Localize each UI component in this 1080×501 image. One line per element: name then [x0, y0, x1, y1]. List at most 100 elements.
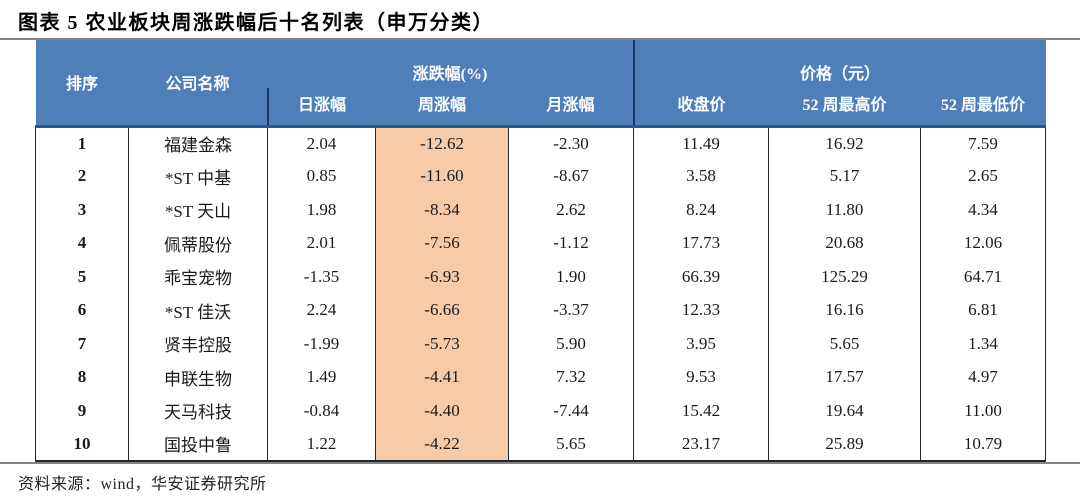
- stock-table: 排序 公司名称 涨跌幅(%) 价格（元） 日涨幅 周涨幅 月涨幅 收盘价 52 …: [35, 40, 1047, 462]
- table-row: 1 福建金森 2.04 -12.62 -2.30 11.49 16.92 7.59: [35, 126, 1047, 160]
- rank-cell: 7: [35, 327, 129, 361]
- header-company: 公司名称: [128, 40, 268, 126]
- low-52w-price-cell: 4.34: [920, 193, 1047, 227]
- close-price-cell: 11.49: [633, 126, 769, 160]
- weekly-change-cell: -6.93: [375, 260, 509, 294]
- rank-cell: 10: [35, 427, 129, 462]
- daily-change-cell: 1.22: [267, 427, 376, 462]
- header-close-price: 收盘价: [632, 88, 769, 126]
- close-price-cell: 3.95: [633, 327, 769, 361]
- high-52w-price-cell: 25.89: [768, 427, 921, 462]
- low-52w-price-cell: 10.79: [920, 427, 1047, 462]
- monthly-change-cell: -8.67: [507, 159, 634, 193]
- company-name-cell: 申联生物: [128, 360, 268, 394]
- monthly-change-cell: -1.12: [507, 226, 634, 260]
- close-price-cell: 17.73: [633, 226, 769, 260]
- table-row: 2 *ST 中基 0.85 -11.60 -8.67 3.58 5.17 2.65: [35, 159, 1047, 193]
- header-weekly-change: 周涨幅: [375, 88, 509, 126]
- header-daily-change: 日涨幅: [266, 88, 376, 126]
- low-52w-price-cell: 1.34: [920, 327, 1047, 361]
- header-52w-high: 52 周最高价: [768, 88, 921, 126]
- table-row: 5 乖宝宠物 -1.35 -6.93 1.90 66.39 125.29 64.71: [35, 260, 1047, 294]
- weekly-change-cell: -7.56: [375, 226, 509, 260]
- monthly-change-cell: 7.32: [507, 360, 634, 394]
- company-name-cell: *ST 佳沃: [128, 293, 268, 327]
- rank-cell: 3: [35, 193, 129, 227]
- rank-cell: 1: [35, 126, 129, 160]
- table-row: 6 *ST 佳沃 2.24 -6.66 -3.37 12.33 16.16 6.81: [35, 293, 1047, 327]
- high-52w-price-cell: 125.29: [768, 260, 921, 294]
- low-52w-price-cell: 12.06: [920, 226, 1047, 260]
- rank-cell: 6: [35, 293, 129, 327]
- close-price-cell: 23.17: [633, 427, 769, 462]
- low-52w-price-cell: 64.71: [920, 260, 1047, 294]
- low-52w-price-cell: 2.65: [920, 159, 1047, 193]
- title-divider-rule: [0, 38, 1080, 40]
- close-price-cell: 9.53: [633, 360, 769, 394]
- company-name-cell: 天马科技: [128, 394, 268, 428]
- company-name-cell: *ST 天山: [128, 193, 268, 227]
- close-price-cell: 8.24: [633, 193, 769, 227]
- company-name-cell: 国投中鲁: [128, 427, 268, 462]
- monthly-change-cell: 5.65: [507, 427, 634, 462]
- table-header: 排序 公司名称 涨跌幅(%) 价格（元） 日涨幅 周涨幅 月涨幅 收盘价 52 …: [35, 40, 1046, 126]
- monthly-change-cell: 1.90: [507, 260, 634, 294]
- high-52w-price-cell: 20.68: [768, 226, 921, 260]
- close-price-cell: 12.33: [633, 293, 769, 327]
- monthly-change-cell: -7.44: [507, 394, 634, 428]
- high-52w-price-cell: 17.57: [768, 360, 921, 394]
- daily-change-cell: -0.84: [267, 394, 376, 428]
- stock-table-container: 排序 公司名称 涨跌幅(%) 价格（元） 日涨幅 周涨幅 月涨幅 收盘价 52 …: [35, 40, 1047, 462]
- rank-cell: 9: [35, 394, 129, 428]
- high-52w-price-cell: 19.64: [768, 394, 921, 428]
- weekly-change-cell: -8.34: [375, 193, 509, 227]
- figure-title: 图表 5 农业板块周涨跌幅后十名列表（申万分类）: [18, 12, 494, 34]
- high-52w-price-cell: 11.80: [768, 193, 921, 227]
- company-name-cell: 乖宝宠物: [128, 260, 268, 294]
- close-price-cell: 3.58: [633, 159, 769, 193]
- weekly-change-cell: -4.22: [375, 427, 509, 462]
- daily-change-cell: -1.35: [267, 260, 376, 294]
- weekly-change-cell: -6.66: [375, 293, 509, 327]
- high-52w-price-cell: 5.17: [768, 159, 921, 193]
- daily-change-cell: 2.24: [267, 293, 376, 327]
- daily-change-cell: 2.04: [267, 126, 376, 160]
- low-52w-price-cell: 4.97: [920, 360, 1047, 394]
- weekly-change-cell: -12.62: [375, 126, 509, 160]
- daily-change-cell: 1.98: [267, 193, 376, 227]
- monthly-change-cell: 2.62: [507, 193, 634, 227]
- high-52w-price-cell: 16.92: [768, 126, 921, 160]
- low-52w-price-cell: 7.59: [920, 126, 1047, 160]
- low-52w-price-cell: 11.00: [920, 394, 1047, 428]
- rank-cell: 2: [35, 159, 129, 193]
- table-row: 3 *ST 天山 1.98 -8.34 2.62 8.24 11.80 4.34: [35, 193, 1047, 227]
- weekly-change-cell: -4.41: [375, 360, 509, 394]
- low-52w-price-cell: 6.81: [920, 293, 1047, 327]
- data-source-note: 资料来源：wind，华安证券研究所: [18, 476, 267, 493]
- bottom-divider-rule: [0, 462, 1080, 464]
- daily-change-cell: 2.01: [267, 226, 376, 260]
- high-52w-price-cell: 5.65: [768, 327, 921, 361]
- header-rank: 排序: [35, 40, 129, 126]
- monthly-change-cell: 5.90: [507, 327, 634, 361]
- table-row: 10 国投中鲁 1.22 -4.22 5.65 23.17 25.89 10.79: [35, 427, 1047, 462]
- rank-cell: 4: [35, 226, 129, 260]
- header-group-change: 涨跌幅(%): [267, 40, 634, 88]
- close-price-cell: 66.39: [633, 260, 769, 294]
- header-monthly-change: 月涨幅: [508, 88, 634, 126]
- daily-change-cell: 1.49: [267, 360, 376, 394]
- table-row: 4 佩蒂股份 2.01 -7.56 -1.12 17.73 20.68 12.06: [35, 226, 1047, 260]
- daily-change-cell: 0.85: [267, 159, 376, 193]
- company-name-cell: 贤丰控股: [128, 327, 268, 361]
- daily-change-cell: -1.99: [267, 327, 376, 361]
- header-52w-low: 52 周最低价: [920, 88, 1046, 126]
- monthly-change-cell: -3.37: [507, 293, 634, 327]
- table-row: 7 贤丰控股 -1.99 -5.73 5.90 3.95 5.65 1.34: [35, 327, 1047, 361]
- company-name-cell: 福建金森: [128, 126, 268, 160]
- company-name-cell: 佩蒂股份: [128, 226, 268, 260]
- table-row: 8 申联生物 1.49 -4.41 7.32 9.53 17.57 4.97: [35, 360, 1047, 394]
- high-52w-price-cell: 16.16: [768, 293, 921, 327]
- table-row: 9 天马科技 -0.84 -4.40 -7.44 15.42 19.64 11.00: [35, 394, 1047, 428]
- weekly-change-cell: -5.73: [375, 327, 509, 361]
- monthly-change-cell: -2.30: [507, 126, 634, 160]
